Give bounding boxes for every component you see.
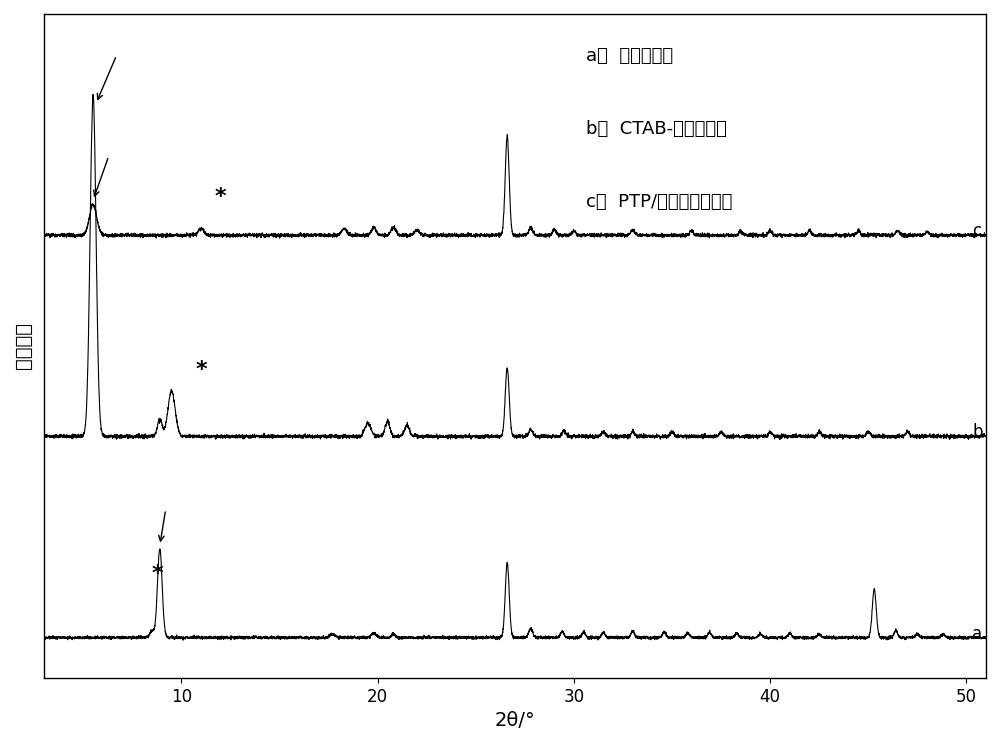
Text: *: * xyxy=(195,360,207,380)
Text: b: b xyxy=(972,423,983,441)
Y-axis label: 衍射强度: 衍射强度 xyxy=(14,322,33,369)
Text: c：  PTP/有机微晶白云母: c： PTP/有机微晶白云母 xyxy=(586,193,732,211)
Text: a: a xyxy=(972,624,982,643)
Text: *: * xyxy=(215,187,226,207)
Text: b：  CTAB-微晶白云母: b： CTAB-微晶白云母 xyxy=(586,120,727,138)
X-axis label: 2θ/°: 2θ/° xyxy=(495,711,535,730)
Text: *: * xyxy=(152,563,164,583)
Text: a：  微晶白云母: a： 微晶白云母 xyxy=(586,47,673,65)
Text: c: c xyxy=(972,222,981,240)
